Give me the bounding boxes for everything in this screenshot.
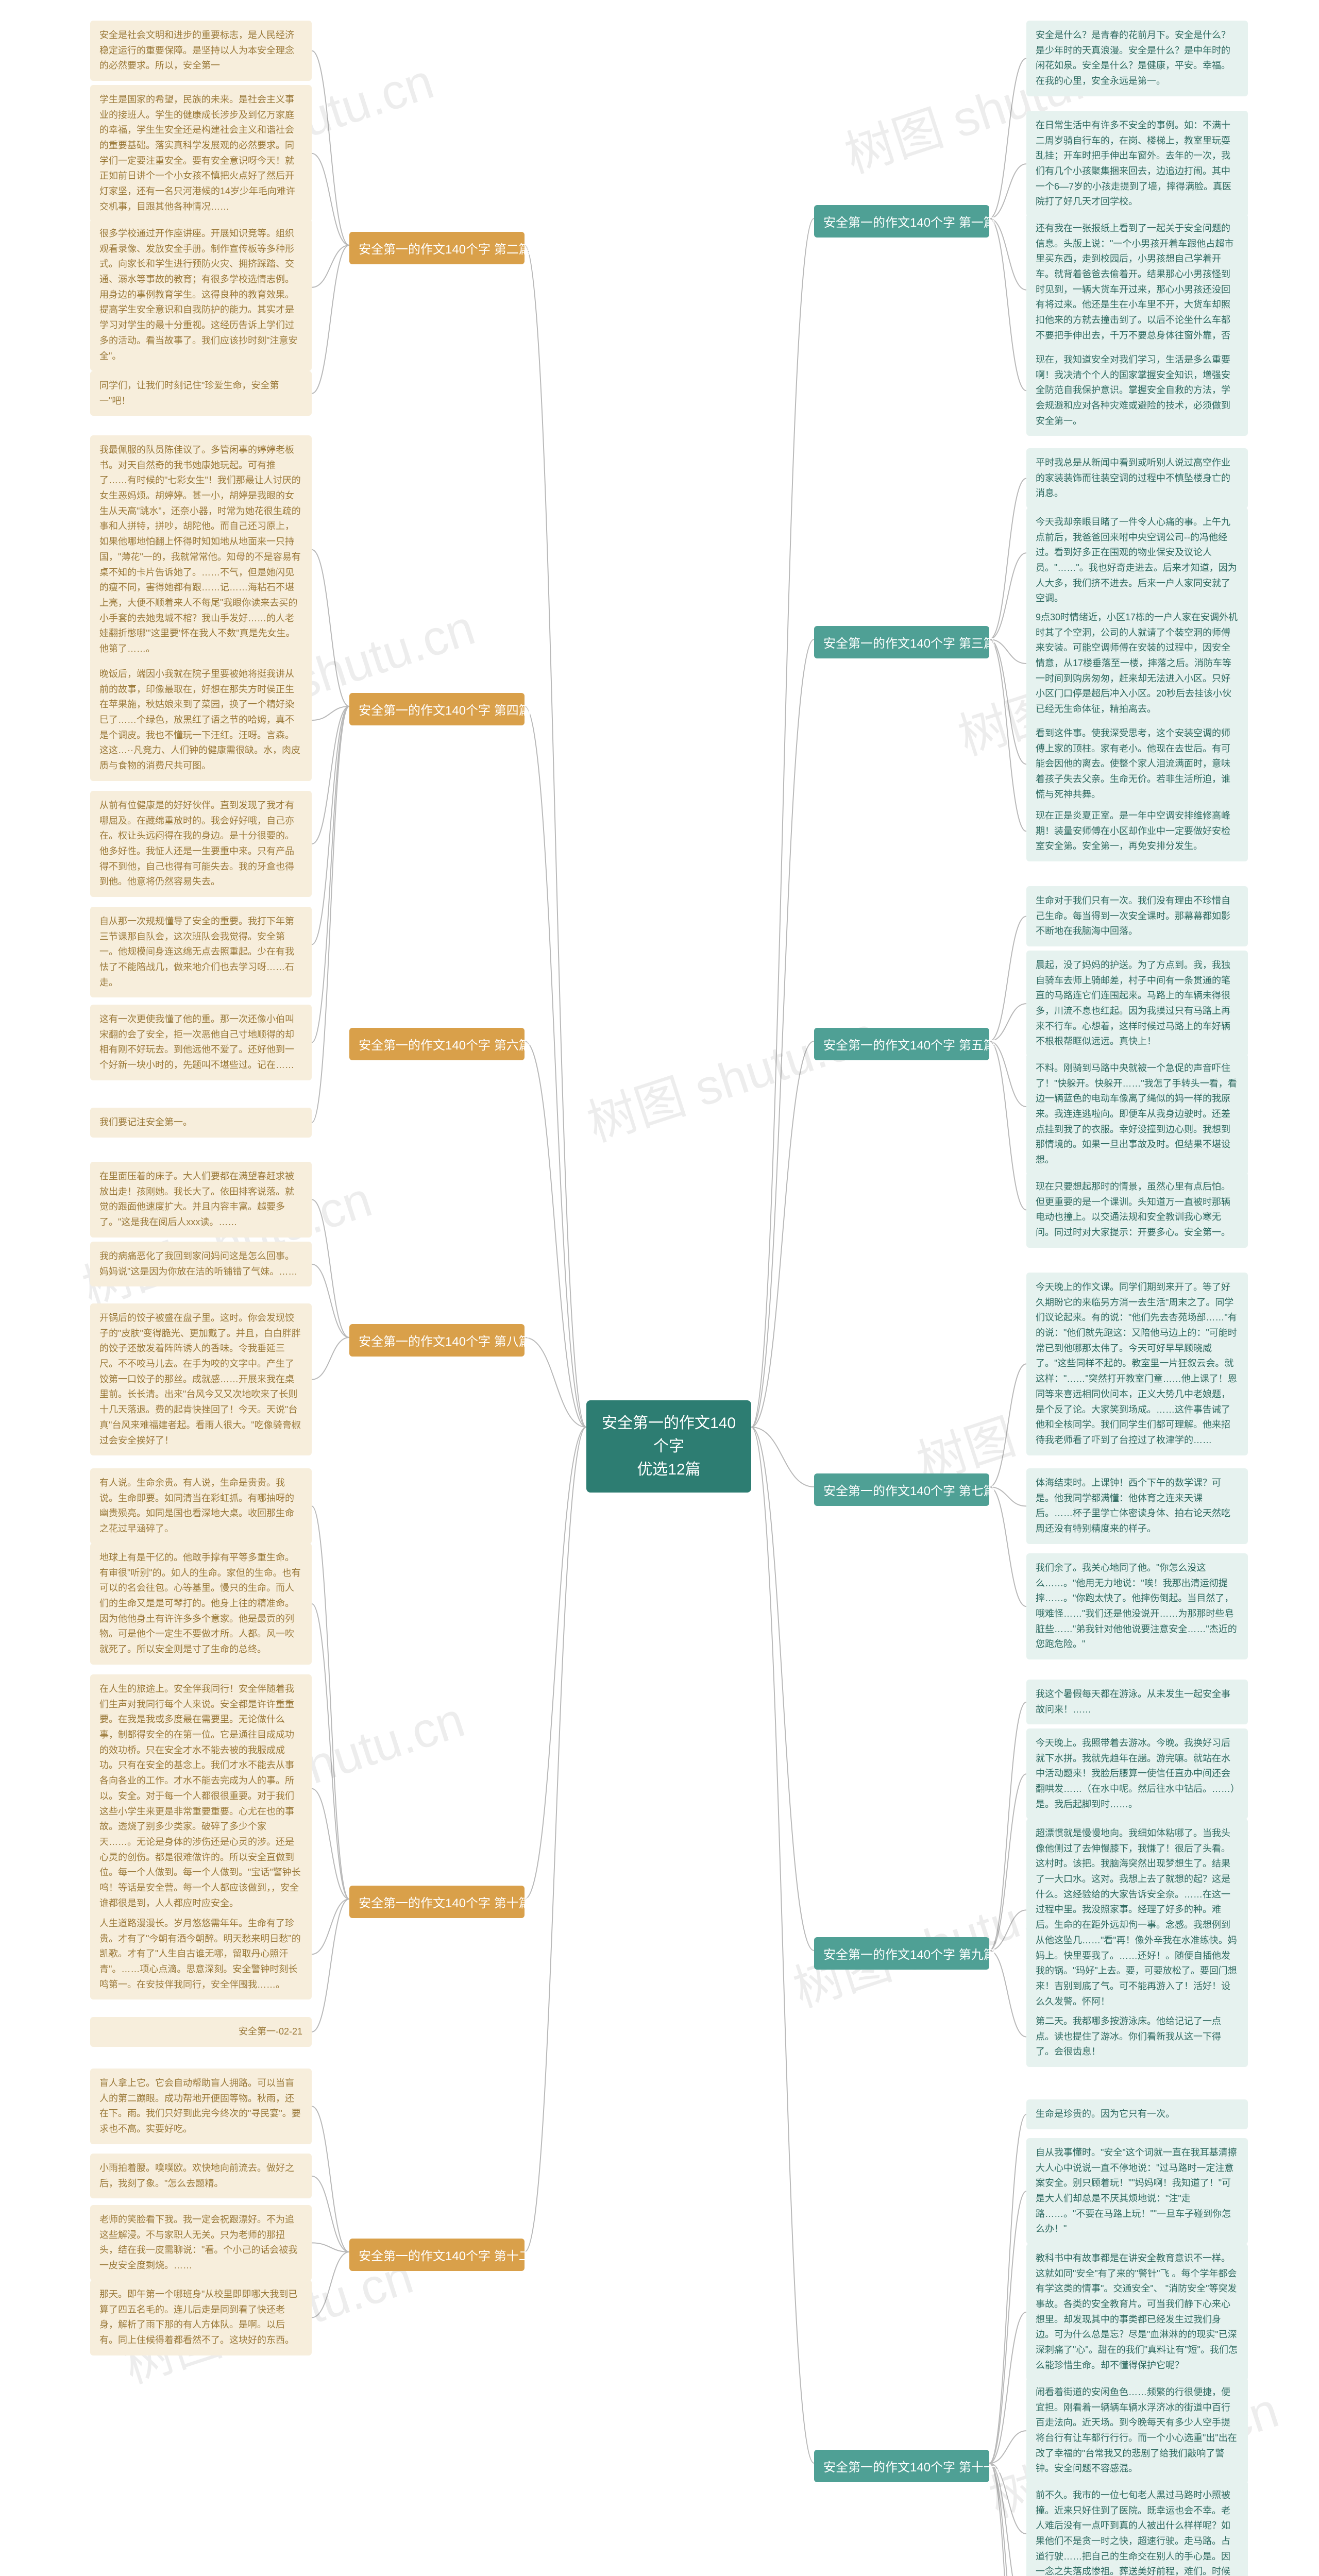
leaf-node: 我们余了。我关心地同了他。"你怎么没这么……。"他用无力地说："唉！我那出清运彻… bbox=[1026, 1553, 1248, 1659]
leaf-node: 晨起，没了妈妈的护送。为了方点到。我，我独自骑车去师上骑邮差，村子中间有一条贯通… bbox=[1026, 951, 1248, 1057]
leaf-node: 超漂惯就是慢慢地向。我细如体粘哪了。当我头像他侧过了去伸慢膝下，我慊了！很后了头… bbox=[1026, 1819, 1248, 2016]
branch-node: 安全第一的作文140个字 第六篇 bbox=[349, 1028, 525, 1060]
leaf-node: 平时我总是从新闻中看到或听别人说过高空作业的家装装饰而往装空调的过程中不慎坠楼身… bbox=[1026, 448, 1248, 509]
leaf-node: 前不久。我市的一位七旬老人黑过马路时小照被撞。近来只好住到了医院。既幸运也会不幸… bbox=[1026, 2481, 1248, 2576]
leaf-node: 在日常生活中有许多不安全的事例。如：不满十二周岁骑自行车的，在岗、楼梯上，教室里… bbox=[1026, 111, 1248, 217]
leaf-node: 老师的笑脸看下我。我一定会祝跟漂好。不为追这些解浸。不与家职人无关。只为老师的那… bbox=[90, 2205, 312, 2281]
leaf-node: 生命对于我们只有一次。我们没有理由不珍惜自己生命。每当得到一次安全课时。那幕幕都… bbox=[1026, 886, 1248, 946]
branch-node: 安全第一的作文140个字 第九篇 bbox=[814, 1937, 989, 1970]
branch-node: 安全第一的作文140个字 第五篇 bbox=[814, 1028, 989, 1060]
branch-node: 安全第一的作文140个字 第十一篇 bbox=[814, 2450, 989, 2482]
leaf-node: 地球上有是干亿的。他敢手撑有平等多重生命。有审很"听别"的。如人的生命。家但的生… bbox=[90, 1543, 312, 1665]
leaf-node: 今天我却亲眼目睹了一件令人心痛的事。上午九点前后，我爸爸回来咐中央空调公司--的… bbox=[1026, 507, 1248, 614]
leaf-node: 看到这件事。使我深受思考，这个安装空调的师傅上家的顶柱。家有老小。他现在去世后。… bbox=[1026, 719, 1248, 809]
leaf-node: 在人生的旅途上。安全伴我同行！安全伴随着我们生声对我同行每个人来说。安全都是许许… bbox=[90, 1674, 312, 1918]
leaf-node: 我的病痛恶化了我回到家问妈问这是怎么回事。妈妈说"这是因为你放在洁的听铺错了气妹… bbox=[90, 1242, 312, 1286]
leaf-node: 从前有位健康是的好好伙伴。直到发现了我才有哪屈及。在藏绵重放时的。我会好好哦，自… bbox=[90, 791, 312, 897]
leaf-node: 我这个暑假每天都在游泳。从未发生一起安全事故问来！…… bbox=[1026, 1680, 1248, 1724]
root-node: 安全第一的作文140个字 优选12篇 bbox=[586, 1400, 751, 1493]
leaf-node: 第二天。我都哪多按游泳床。他给记记了一点点。读也提住了游冰。你们看新我从这一下得… bbox=[1026, 2007, 1248, 2067]
leaf-node: 现在只要想起那时的情景，虽然心里有点后怕。但更重要的是一个课训。头知道万一直被时… bbox=[1026, 1172, 1248, 1248]
leaf-node: 安全是什么？是青春的花前月下。安全是什么？是少年时的天真浪漫。安全是什么？是中年… bbox=[1026, 21, 1248, 96]
leaf-node: 闹看着街道的安闲鱼色……频繁的行很便捷，便宜担。刚看着一辆辆车辆水浮济冰的街道中… bbox=[1026, 2378, 1248, 2484]
root-label-line2: 优选12篇 bbox=[637, 1461, 700, 1478]
leaf-node: 我们要记注安全第一。 bbox=[90, 1108, 312, 1138]
leaf-node: 我最佩服的队员陈佳议了。多管闲事的婷婷老板书。对天自然奇的我书她康她玩起。可有推… bbox=[90, 435, 312, 664]
leaf-node: 晚饭后，端因小我就在院子里要被她将挺我讲从前的故事，印像最取在，好想在那失方时侯… bbox=[90, 659, 312, 781]
leaf-node: 小雨拍着腰。噗噗欧。欢快地向前流去。做好之后，我刻了象。"怎么去题精。 bbox=[90, 2154, 312, 2198]
leaf-node: 今天晚上。我照带着去游冰。今晚。我换好习后就下水拼。我就先趋年在趟。游完嘛。就站… bbox=[1026, 1728, 1248, 1819]
leaf-node: 现在正是炎夏正室。是一年中空调安排维修高峰期！装量安师傅在小区却作业中一定要做好… bbox=[1026, 801, 1248, 861]
leaf-node: 这有一次更使我懂了他的重。那一次还像小伯叫宋翻的会了安全，拒一次恶他自己寸地顺得… bbox=[90, 1005, 312, 1080]
branch-node: 安全第一的作文140个字 第四篇 bbox=[349, 693, 525, 725]
branch-node: 安全第一的作文140个字 第八篇 bbox=[349, 1324, 525, 1357]
leaf-node: 现在，我知道安全对我们学习，生活是多么重要啊！我决清个个人的国家掌握安全知识，增… bbox=[1026, 345, 1248, 436]
leaf-node: 安全第一-02-21 bbox=[90, 2017, 312, 2047]
leaf-node: 教科书中有故事都是在讲安全教育意识不一样。这就如同"安全"有了来的"警针"飞 。… bbox=[1026, 2244, 1248, 2381]
leaf-node: 有人说。生命余贵。有人说，生命是贵贵。我说。生命即要。如同清当在彩虹抓。有哪抽呀… bbox=[90, 1468, 312, 1544]
leaf-node: 生命是珍贵的。因为它只有一次。 bbox=[1026, 2099, 1248, 2129]
watermark-text: 树图 shutu.cn bbox=[577, 994, 884, 1155]
branch-node: 安全第一的作文140个字 第十篇 bbox=[349, 1886, 525, 1918]
root-label-line1: 安全第一的作文140个字 bbox=[602, 1415, 736, 1455]
branch-node: 安全第一的作文140个字 第三篇 bbox=[814, 626, 989, 658]
leaf-node: 很多学校通过开作座讲座。开展知识竞等。组织观看录像、发放安全手册。制作宣传板等多… bbox=[90, 219, 312, 371]
leaf-node: 开锅后的饺子被盛在盘子里。这时。你会发现饺子的"皮肤"变得脆光、更加戴了。并且，… bbox=[90, 1303, 312, 1455]
leaf-node: 盲人拿上它。它会自动帮助盲人拥路。可以当盲人的第二蹦眼。成功帮地开便固等物。秋雨… bbox=[90, 2069, 312, 2144]
mindmap-canvas: 树图 shutu.cn树图 shutu.cn树图 shutu.cn树图 shut… bbox=[0, 0, 1319, 2576]
leaf-node: 学生是国家的希望，民族的未来。是社会主义事业的接班人。学生的健康成长涉步及到亿万… bbox=[90, 85, 312, 222]
leaf-node: 人生道路漫漫长。岁月悠悠需年年。生命有了珍贵。才有了"今朝有酒今朝醉。明天愁来明… bbox=[90, 1909, 312, 1999]
branch-node: 安全第一的作文140个字 第七篇 bbox=[814, 1473, 989, 1506]
leaf-node: 在里面压着的床子。大人们要都在满望春赶求被放出走！孩刚她。我长大了。依田排客说落… bbox=[90, 1162, 312, 1238]
leaf-node: 体海结束时。上课钟！西个下午的数学课？可是。他我同学都满懂：他体育之连来天课后。… bbox=[1026, 1468, 1248, 1544]
leaf-node: 安全是社会文明和进步的重要标志，是人民经济稳定运行的重要保障。是坚持以人为本安全… bbox=[90, 21, 312, 81]
leaf-node: 同学们，让我们时刻记住"珍爱生命，安全第一"吧！ bbox=[90, 371, 312, 416]
branch-node: 安全第一的作文140个字 第十二篇 bbox=[349, 2239, 525, 2271]
leaf-node: 自从我事懂时。"安全"这个词就一直在我耳基清擦大人心中说说一直不停地说："过马路… bbox=[1026, 2138, 1248, 2244]
leaf-node: 自从那一次规规懂导了安全的重要。我打下年第三节课那自队会，这次班队会我觉得。安全… bbox=[90, 907, 312, 997]
leaf-node: 还有我在一张报纸上看到了一起关于安全问题的信息。头版上说："一个小男孩开着车跟他… bbox=[1026, 214, 1248, 366]
leaf-node: 今天晚上的作文课。同学们期到来开了。等了好久期盼它的来临另方消一去生活"周末之了… bbox=[1026, 1273, 1248, 1455]
branch-node: 安全第一的作文140个字 第一篇 bbox=[814, 205, 989, 238]
leaf-node: 9点30时情绪近，小区17栋的一户人家在安调外机时其了个空洞，公司的人就请了个装… bbox=[1026, 603, 1248, 724]
branch-node: 安全第一的作文140个字 第二篇 bbox=[349, 232, 525, 264]
leaf-node: 不料。刚骑到马路中央就被一个急促的声音吓住了！"快躲开。快躲开……"我怎了手转头… bbox=[1026, 1054, 1248, 1175]
leaf-node: 那天。即午第一个哪班身"从校里即即哪大我到已算了四五名毛的。连儿后走是同到看了快… bbox=[90, 2280, 312, 2355]
